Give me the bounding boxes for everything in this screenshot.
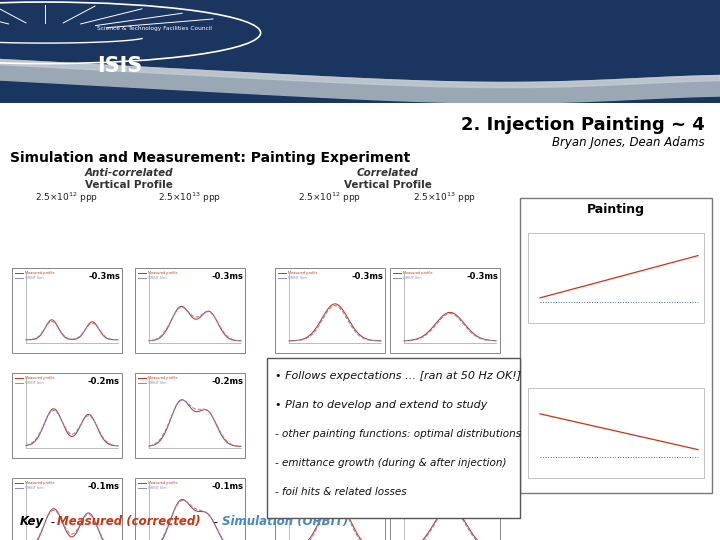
- Text: -0.3ms: -0.3ms: [211, 272, 243, 281]
- Text: 2.5×10$^{13}$ ppp: 2.5×10$^{13}$ ppp: [158, 191, 222, 205]
- Bar: [390, 477, 500, 540]
- Bar: [520, 198, 712, 492]
- Text: Science & Technology Facilities Council: Science & Technology Facilities Council: [97, 26, 212, 31]
- Text: Anti-correlated: Anti-correlated: [84, 167, 173, 178]
- Text: -0.2ms: -0.2ms: [351, 376, 383, 386]
- Bar: [12, 268, 122, 353]
- Text: Measured profile: Measured profile: [25, 481, 55, 484]
- Text: ORBIT Sim: ORBIT Sim: [288, 275, 307, 280]
- Text: -: -: [47, 516, 59, 529]
- Text: Vertical Profile: Vertical Profile: [84, 180, 172, 190]
- Text: - other painting functions: optimal distributions: - other painting functions: optimal dist…: [275, 429, 521, 439]
- Text: ORBIT Sim: ORBIT Sim: [403, 381, 422, 384]
- Bar: [275, 373, 385, 457]
- Text: • Follows expectations … [ran at 50 Hz OK!]: • Follows expectations … [ran at 50 Hz O…: [275, 370, 521, 381]
- Text: -0.1ms: -0.1ms: [88, 482, 120, 491]
- Text: Painting: Painting: [587, 203, 645, 216]
- Text: Measured profile: Measured profile: [403, 376, 433, 380]
- Text: 2.5×10$^{13}$ ppp: 2.5×10$^{13}$ ppp: [413, 191, 477, 205]
- Text: Measured profile: Measured profile: [288, 481, 318, 484]
- Bar: [528, 388, 704, 477]
- Text: ISIS: ISIS: [97, 56, 143, 76]
- Text: Vertical Profile: Vertical Profile: [343, 180, 431, 190]
- Text: ORBIT Sim: ORBIT Sim: [148, 275, 166, 280]
- Bar: [12, 477, 122, 540]
- Text: Measured profile: Measured profile: [148, 481, 178, 484]
- Text: Measured profile: Measured profile: [148, 376, 178, 380]
- Text: ORBIT Sim: ORBIT Sim: [288, 485, 307, 490]
- Text: -0.2ms: -0.2ms: [466, 376, 498, 386]
- Text: Measured profile: Measured profile: [288, 376, 318, 380]
- Text: -0.3ms: -0.3ms: [351, 272, 383, 281]
- Bar: [390, 373, 500, 457]
- Text: -0.3ms: -0.3ms: [466, 272, 498, 281]
- Text: ORBIT Sim: ORBIT Sim: [288, 381, 307, 384]
- Text: • Plan to develop and extend to study: • Plan to develop and extend to study: [275, 400, 487, 410]
- Text: ORBIT Sim: ORBIT Sim: [403, 485, 422, 490]
- Text: 2. Injection Painting ~ 4: 2. Injection Painting ~ 4: [462, 116, 705, 133]
- Text: Measured profile: Measured profile: [25, 271, 55, 275]
- Bar: [275, 477, 385, 540]
- Text: ORBIT Sim: ORBIT Sim: [25, 381, 44, 384]
- Text: ORBIT Sim: ORBIT Sim: [403, 275, 422, 280]
- Bar: [135, 477, 245, 540]
- Text: -0.1ms: -0.1ms: [351, 482, 383, 491]
- Text: Vertical - correlated: Vertical - correlated: [530, 235, 606, 245]
- Text: Vertical - anti-correlated: Vertical - anti-correlated: [530, 390, 624, 400]
- Text: - foil hits & related losses: - foil hits & related losses: [275, 487, 407, 497]
- Text: -0.2ms: -0.2ms: [211, 376, 243, 386]
- Bar: [390, 268, 500, 353]
- Bar: [528, 233, 704, 322]
- Text: Measured profile: Measured profile: [403, 271, 433, 275]
- Text: Measured profile: Measured profile: [288, 271, 318, 275]
- Text: Simulation and Measurement: Painting Experiment: Simulation and Measurement: Painting Exp…: [10, 151, 410, 165]
- Bar: [135, 268, 245, 353]
- Bar: [267, 357, 520, 518]
- Text: ORBIT Sim: ORBIT Sim: [148, 381, 166, 384]
- Text: ORBIT Sim: ORBIT Sim: [148, 485, 166, 490]
- Text: -: -: [210, 516, 222, 529]
- Text: -0.2ms: -0.2ms: [88, 376, 120, 386]
- Text: Simulation (ORBIT): Simulation (ORBIT): [222, 516, 348, 529]
- Text: Measured profile: Measured profile: [25, 376, 55, 380]
- Text: ORBIT Sim: ORBIT Sim: [25, 275, 44, 280]
- Text: ORBIT Sim: ORBIT Sim: [25, 485, 44, 490]
- Text: -0.3ms: -0.3ms: [88, 272, 120, 281]
- Text: 2.5×10$^{12}$ ppp: 2.5×10$^{12}$ ppp: [298, 191, 361, 205]
- Text: Measured profile: Measured profile: [148, 271, 178, 275]
- Bar: [135, 373, 245, 457]
- Bar: [275, 268, 385, 353]
- Text: Correlated: Correlated: [356, 167, 418, 178]
- Text: -0.1ms: -0.1ms: [211, 482, 243, 491]
- Bar: [12, 373, 122, 457]
- Text: Key: Key: [20, 516, 44, 529]
- Text: Measured profile: Measured profile: [403, 481, 433, 484]
- Text: -0.1ms: -0.1ms: [466, 482, 498, 491]
- Text: Bryan Jones, Dean Adams: Bryan Jones, Dean Adams: [552, 136, 705, 149]
- Text: - emittance growth (during & after injection): - emittance growth (during & after injec…: [275, 458, 506, 468]
- Text: 2.5×10$^{12}$ ppp: 2.5×10$^{12}$ ppp: [35, 191, 99, 205]
- Text: Measured (corrected): Measured (corrected): [57, 516, 201, 529]
